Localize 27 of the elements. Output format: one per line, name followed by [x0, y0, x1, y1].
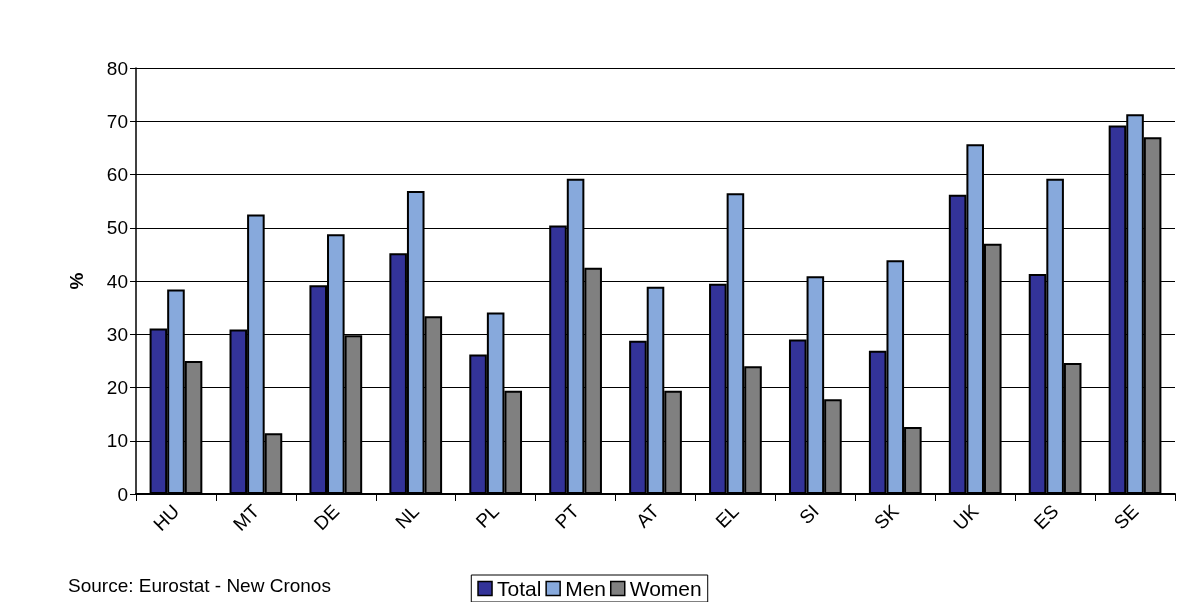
x-tick-label: PL: [471, 500, 504, 532]
x-tick-label: SE: [1109, 500, 1143, 534]
x-tick-label: SK: [869, 500, 903, 534]
y-tick-label: 0: [117, 483, 128, 505]
y-tick-label: 30: [106, 323, 128, 345]
y-tick-label: 60: [106, 164, 128, 185]
y-tick-label: 50: [106, 217, 128, 239]
x-tick-label: EL: [711, 500, 743, 532]
x-tick-label: MT: [229, 500, 264, 535]
x-tick-label: AT: [631, 500, 664, 532]
y-tick-label: 20: [106, 377, 128, 398]
x-tick-label: HU: [149, 500, 184, 535]
y-axis-title: %: [66, 272, 87, 290]
legend-label: Total: [497, 577, 542, 600]
x-tick-label: NL: [391, 500, 424, 533]
x-tick-label: PT: [550, 500, 584, 533]
y-tick-label: 40: [106, 270, 128, 292]
x-tick-label: UK: [949, 500, 983, 535]
x-tick-label: ES: [1029, 500, 1063, 534]
source-note: Source: Eurostat - New Cronos: [68, 575, 331, 597]
y-tick-label: 10: [106, 430, 128, 452]
legend-label: Men: [565, 577, 606, 600]
legend-label: Women: [629, 577, 702, 600]
x-tick-label: DE: [309, 500, 344, 535]
y-tick-label: 80: [106, 57, 128, 79]
x-tick-label: SI: [795, 500, 823, 529]
y-tick-label: 70: [106, 110, 128, 132]
